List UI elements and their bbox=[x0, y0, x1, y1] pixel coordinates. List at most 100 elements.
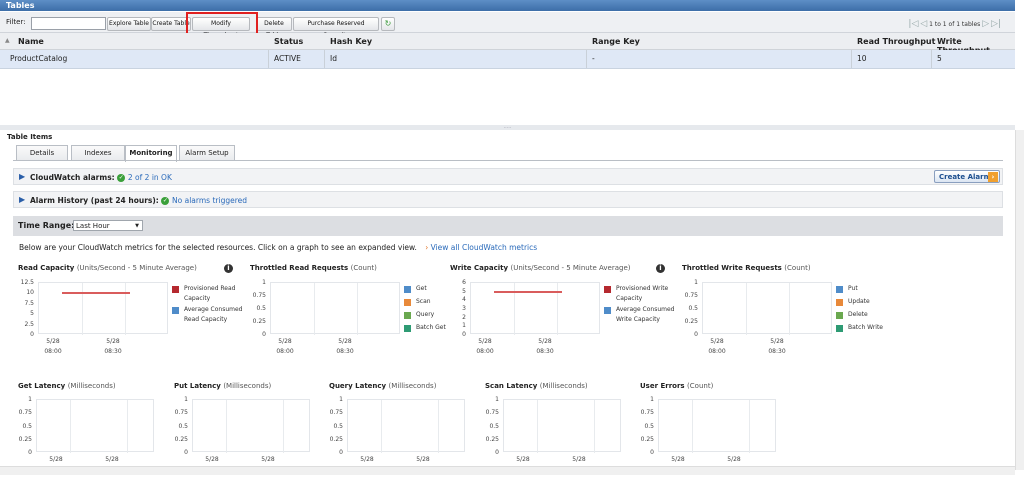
col-hash-key[interactable]: Hash Key bbox=[330, 37, 373, 46]
tab-alarm-setup[interactable]: Alarm Setup bbox=[179, 145, 235, 161]
y-tick-label: 0.75 bbox=[252, 292, 266, 299]
grid-line bbox=[748, 400, 750, 453]
tab-monitoring[interactable]: Monitoring bbox=[125, 145, 177, 162]
y-tick-label: 1 bbox=[184, 396, 188, 403]
x-tick-label: 5/28 bbox=[278, 338, 292, 345]
time-range-label: Time Range: bbox=[18, 221, 75, 230]
y-tick-label: 3 bbox=[462, 305, 466, 312]
y-tick-label: 1 bbox=[694, 279, 698, 286]
cloudwatch-alarms-section[interactable]: ▶ CloudWatch alarms: ✓ 2 of 2 in OK Crea… bbox=[13, 168, 1003, 185]
time-range-select[interactable]: Last Hour ▼ bbox=[73, 220, 143, 231]
col-name[interactable]: Name bbox=[18, 37, 44, 46]
chevron-down-icon: ▼ bbox=[135, 223, 139, 229]
filter-input[interactable] bbox=[31, 17, 106, 30]
first-page-icon[interactable]: |◁ bbox=[908, 19, 919, 29]
legend-swatch bbox=[836, 286, 843, 293]
grid-line bbox=[81, 283, 83, 335]
legend-label: Batch Get bbox=[416, 324, 446, 331]
legend-label: Provisioned Read Capacity bbox=[184, 285, 236, 302]
explore-table-button[interactable]: Explore Table bbox=[107, 17, 151, 31]
col-range-key[interactable]: Range Key bbox=[592, 37, 640, 46]
y-tick-label: 0.25 bbox=[174, 435, 188, 443]
grid-line bbox=[537, 400, 539, 453]
chart-plot[interactable] bbox=[702, 282, 832, 335]
vertical-scrollbar[interactable] bbox=[1015, 130, 1024, 470]
refresh-icon[interactable]: ↻ bbox=[381, 17, 395, 31]
chart-plot[interactable] bbox=[347, 399, 465, 453]
chart-plot[interactable] bbox=[38, 282, 168, 335]
create-table-button[interactable]: Create Table bbox=[151, 17, 191, 31]
y-tick-label: 6 bbox=[462, 279, 466, 286]
chart-plot[interactable] bbox=[470, 282, 600, 335]
expand-icon[interactable]: ▶ bbox=[19, 172, 26, 181]
sort-asc-icon[interactable]: ▲ bbox=[5, 37, 10, 44]
purchase-reserved-capacity-button[interactable]: Purchase Reserved Capacity bbox=[293, 17, 379, 39]
chart-plot[interactable] bbox=[36, 399, 154, 453]
chart-plot[interactable] bbox=[658, 399, 776, 453]
table-row[interactable]: ProductCatalog ACTIVE Id - 10 5 bbox=[0, 50, 1015, 69]
x-tick-label: 08:00 bbox=[276, 348, 294, 355]
y-tick-label: 5 bbox=[462, 287, 466, 295]
info-icon[interactable]: i bbox=[656, 264, 665, 273]
y-tick-label: 0.75 bbox=[174, 409, 188, 417]
grid-line bbox=[381, 400, 383, 453]
alarm-history-section[interactable]: ▶ Alarm History (past 24 hours): ✓ No al… bbox=[13, 191, 1003, 208]
legend-swatch bbox=[604, 307, 611, 314]
y-tick-label: 0.5 bbox=[178, 422, 188, 430]
grid-line bbox=[126, 400, 128, 453]
y-tick-label: 0 bbox=[339, 449, 343, 456]
chart-unit: (Units/Second - 5 Minute Average) bbox=[76, 264, 197, 272]
view-all-metrics-link[interactable]: View all CloudWatch metrics bbox=[430, 243, 538, 252]
chart-plot[interactable] bbox=[270, 282, 400, 335]
next-page-icon[interactable]: ▷ bbox=[982, 19, 990, 29]
cell-status: ACTIVE bbox=[274, 54, 301, 63]
expand-icon[interactable]: ▶ bbox=[19, 195, 26, 204]
tab-details[interactable]: Details bbox=[16, 145, 68, 161]
y-tick-label: 0.25 bbox=[640, 435, 654, 443]
create-alarm-label: Create Alarm bbox=[939, 173, 991, 181]
chart-plot[interactable] bbox=[192, 399, 310, 453]
cell-hash-key: Id bbox=[330, 54, 337, 63]
last-page-icon[interactable]: ▷| bbox=[991, 19, 1001, 29]
x-tick-label: 5/28 bbox=[516, 456, 530, 463]
delete-table-button[interactable]: Delete Table bbox=[256, 17, 292, 39]
legend-label: Scan bbox=[416, 298, 431, 305]
legend-label: Batch Write bbox=[848, 324, 883, 331]
legend-label: Update bbox=[848, 298, 870, 305]
chart-unit: (Milliseconds) bbox=[388, 382, 437, 390]
tab-indexes[interactable]: Indexes bbox=[71, 145, 125, 161]
toolbar: Filter: Explore Table Create Table Modif… bbox=[0, 12, 1015, 39]
grid-line bbox=[437, 400, 439, 453]
x-tick-label: 5/28 bbox=[671, 456, 685, 463]
x-tick-label: 5/28 bbox=[538, 338, 552, 345]
provisioned-line bbox=[494, 290, 562, 293]
x-tick-label: 08:00 bbox=[708, 348, 726, 355]
legend-swatch bbox=[836, 312, 843, 319]
legend-item: Provisioned Write Capacity bbox=[604, 284, 678, 304]
legend-label: Put bbox=[848, 285, 858, 292]
legend-swatch bbox=[172, 286, 179, 293]
legend-swatch bbox=[836, 325, 843, 332]
info-icon[interactable]: i bbox=[224, 264, 233, 273]
y-tick-label: 1 bbox=[339, 396, 343, 403]
y-tick-label: 12.5 bbox=[20, 279, 34, 286]
table-header: ▲ Name Status Hash Key Range Key Read Th… bbox=[0, 33, 1015, 55]
x-tick-label: 5/28 bbox=[338, 338, 352, 345]
col-status[interactable]: Status bbox=[274, 37, 304, 46]
col-read-throughput[interactable]: Read Throughput bbox=[857, 37, 936, 46]
y-tick-label: 1 bbox=[28, 396, 32, 403]
y-tick-label: 0 bbox=[262, 331, 266, 338]
legend-item: Delete bbox=[836, 310, 910, 330]
horizontal-scrollbar[interactable] bbox=[0, 466, 1015, 475]
y-tick-label: 0.25 bbox=[485, 435, 499, 443]
splitter-handle[interactable]: ..... bbox=[0, 125, 1015, 130]
x-tick-label: 5/28 bbox=[261, 456, 275, 463]
chart-plot[interactable] bbox=[503, 399, 621, 453]
create-alarm-button[interactable]: Create Alarm › bbox=[934, 170, 1000, 183]
x-tick-label: 5/28 bbox=[478, 338, 492, 345]
alarms-status-link[interactable]: 2 of 2 in OK bbox=[127, 173, 172, 182]
legend-label: Query bbox=[416, 311, 435, 318]
alarms-label: CloudWatch alarms: bbox=[30, 173, 115, 182]
chart-title: Put Latency (Milliseconds) bbox=[174, 382, 272, 390]
prev-page-icon[interactable]: ◁ bbox=[920, 19, 928, 29]
